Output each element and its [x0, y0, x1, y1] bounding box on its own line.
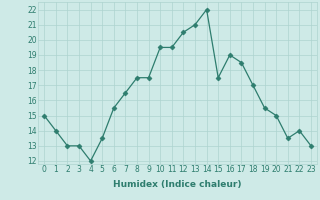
X-axis label: Humidex (Indice chaleur): Humidex (Indice chaleur): [113, 180, 242, 189]
